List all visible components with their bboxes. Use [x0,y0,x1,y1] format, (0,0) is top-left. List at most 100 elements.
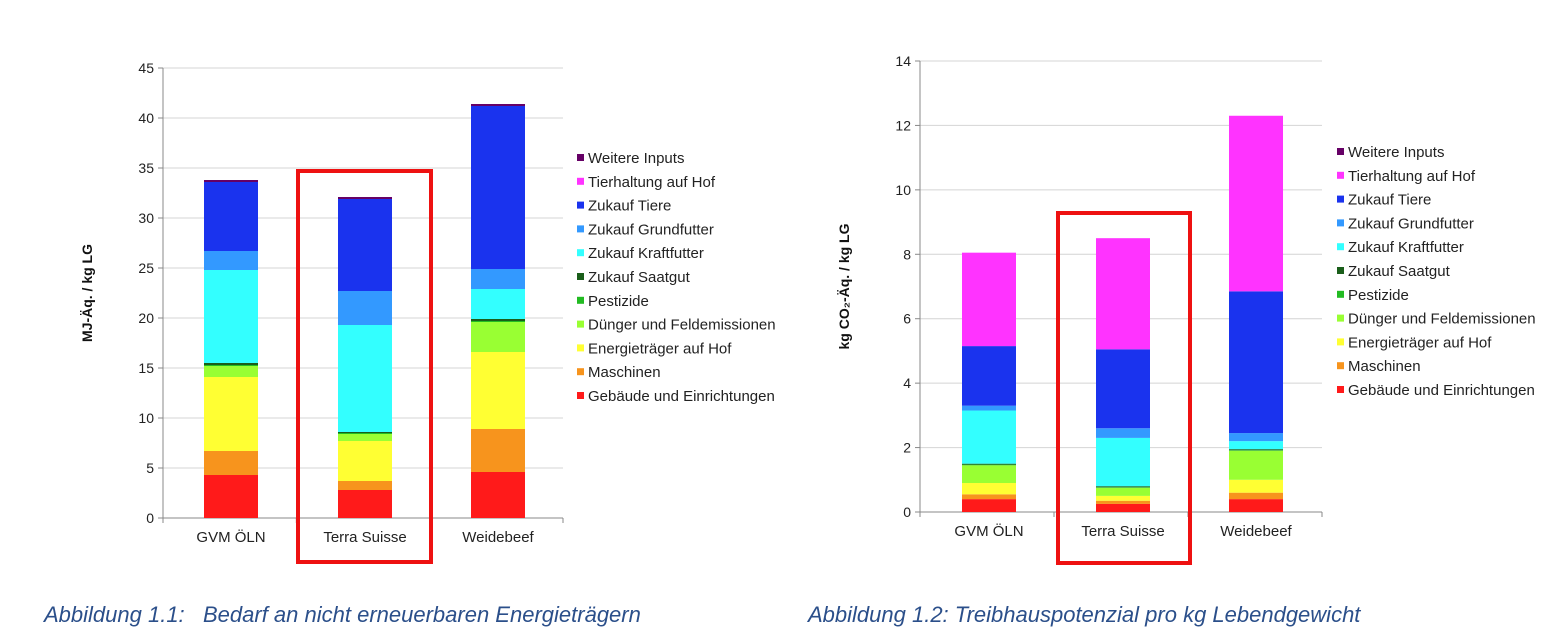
bar-segment-pestizide [962,464,1016,466]
bar-segment-zukauf-saatgut [1229,449,1283,451]
legend-label-zukauf-grundfutter: Zukauf Grundfutter [588,221,714,238]
bar-segment-zukauf-saatgut [204,363,258,365]
legend-label-zukauf-kraftfutter: Zukauf Kraftfutter [588,245,704,262]
bar-segment-zukauf-kraftfutter [204,270,258,363]
bar-segment-pestizide [1229,450,1283,451]
legend-label-tierhaltung-auf-hof: Tierhaltung auf Hof [588,174,716,191]
bar-segment-zukauf-kraftfutter [338,325,392,432]
bar-segment-weitere-inputs [338,197,392,199]
y-tick-label: 6 [903,311,911,327]
legend-label-maschinen: Maschinen [1348,358,1421,375]
bar-segment-energietrager-auf-hof [1096,495,1150,501]
bar-segment-zukauf-saatgut [1096,486,1150,488]
bar-segment-zukauf-kraftfutter [962,410,1016,464]
legend-swatch-gebaude-und-einrichtungen [577,392,584,399]
legend-swatch-zukauf-saatgut [577,273,584,280]
legend-swatch-zukauf-saatgut [1337,267,1344,274]
legend-swatch-energietrager-auf-hof [577,344,584,352]
legend-swatch-zukauf-tiere [577,201,584,209]
x-category-label: Terra Suisse [323,529,406,546]
y-tick-label: 35 [138,160,154,176]
legend-label-tierhaltung-auf-hof: Tierhaltung auf Hof [1348,168,1476,185]
legend-label-energietrager-auf-hof: Energieträger auf Hof [588,340,732,357]
bar-segment-energietrager-auf-hof [204,377,258,451]
y-axis-label: kg CO₂-Äq. / kg LG [836,223,852,349]
bar-segment-weitere-inputs [471,104,525,106]
y-tick-label: 4 [903,375,911,391]
legend-swatch-pestizide [577,296,584,304]
bar-segment-zukauf-grundfutter [1096,428,1150,438]
legend-label-energietrager-auf-hof: Energieträger auf Hof [1348,334,1492,351]
bar-segment-zukauf-grundfutter [471,269,525,289]
bar-segment-dunger-und-feldemissionen [204,366,258,377]
legend-label-dunger-und-feldemissionen: Dünger und Feldemissionen [588,317,776,334]
bar-segment-gebaude-und-einrichtungen [338,490,392,518]
legend-swatch-zukauf-grundfutter [1337,219,1344,227]
bar-segment-tierhaltung-auf-hof [962,252,1016,347]
bar-segment-maschinen [471,429,525,472]
chart-greenhouse-potential: 0 2 4 6 8 10 12 14 GVM ÖLN Terra Suisse Weidebeef k… [836,53,1536,565]
legend-label-weitere-inputs: Weitere Inputs [1348,144,1444,161]
legend-label-weitere-inputs: Weitere Inputs [588,150,684,167]
legend-swatch-maschinen [1337,362,1344,370]
bar-segment-zukauf-saatgut [962,463,1016,465]
bar-segment-dunger-und-feldemissionen [1229,450,1283,480]
bar-segment-dunger-und-feldemissionen [338,434,392,441]
legend-swatch-zukauf-tiere [1337,195,1344,203]
bar-segment-energietrager-auf-hof [338,441,392,481]
bar-segment-dunger-und-feldemissionen [1096,487,1150,496]
y-tick-label: 10 [895,182,911,198]
legend-swatch-tierhaltung-auf-hof [1337,171,1344,179]
bar-segment-maschinen [1229,492,1283,500]
legend-swatch-zukauf-kraftfutter [577,249,584,257]
bar-segment-tierhaltung-auf-hof [1229,115,1283,292]
legend-label-zukauf-saatgut: Zukauf Saatgut [1348,263,1451,280]
bar-segment-zukauf-grundfutter [1229,433,1283,442]
x-category-label: GVM ÖLN [954,522,1023,540]
y-tick-label: 30 [138,210,154,226]
bar-segment-zukauf-kraftfutter [1096,437,1150,487]
bar-segment-maschinen [962,494,1016,500]
legend-swatch-gebaude-und-einrichtungen [1337,386,1344,393]
bar-segment-zukauf-kraftfutter [1229,441,1283,450]
figure-caption-1: Abbildung 1.1: Bedarf an nicht erneuerba… [44,602,641,627]
y-tick-label: 5 [146,460,154,476]
y-tick-label: 2 [903,440,911,456]
legend-swatch-weitere-inputs [1337,148,1344,155]
x-category-label: GVM ÖLN [196,528,265,546]
bar-segment-dunger-und-feldemissionen [962,465,1016,484]
y-tick-label: 25 [138,260,154,276]
bar-segment-energietrager-auf-hof [471,352,525,429]
legend-label-gebaude-und-einrichtungen: Gebäude und Einrichtungen [588,388,775,405]
bar-segment-zukauf-kraftfutter [471,289,525,319]
legend-swatch-energietrager-auf-hof [1337,338,1344,346]
legend-label-zukauf-saatgut: Zukauf Saatgut [588,269,691,286]
y-tick-label: 10 [138,410,154,426]
y-tick-label: 20 [138,310,154,326]
legend-label-zukauf-kraftfutter: Zukauf Kraftfutter [1348,239,1464,256]
y-tick-label: 14 [895,53,911,69]
bar-segment-pestizide [471,321,525,322]
chart-energy-demand: 0 5 10 15 20 25 30 35 40 45 GVM ÖLN Terra Suisse Wei… [79,60,776,564]
bar-segment-gebaude-und-einrichtungen [1096,503,1150,512]
bar-segment-pestizide [204,365,258,366]
bar-segment-tierhaltung-auf-hof [1096,238,1150,350]
legend-swatch-dunger-und-feldemissionen [577,320,584,328]
bar-segment-zukauf-saatgut [338,432,392,433]
legend-swatch-tierhaltung-auf-hof [577,177,584,185]
highlight-frame [296,169,433,564]
bar-segment-pestizide [338,433,392,434]
y-tick-label: 12 [895,117,911,133]
y-tick-label: 0 [903,504,911,520]
bar-segment-zukauf-tiere [962,346,1016,406]
legend-swatch-zukauf-grundfutter [577,225,584,233]
legend-swatch-maschinen [577,368,584,376]
bar-segment-maschinen [204,451,258,475]
bar-segment-zukauf-grundfutter [962,405,1016,411]
legend-label-zukauf-tiere: Zukauf Tiere [1348,192,1431,209]
y-axis-label: MJ-Äq. / kg LG [79,244,95,342]
y-tick-label: 45 [138,60,154,76]
legend-swatch-zukauf-kraftfutter [1337,243,1344,251]
bar-segment-zukauf-grundfutter [204,251,258,270]
